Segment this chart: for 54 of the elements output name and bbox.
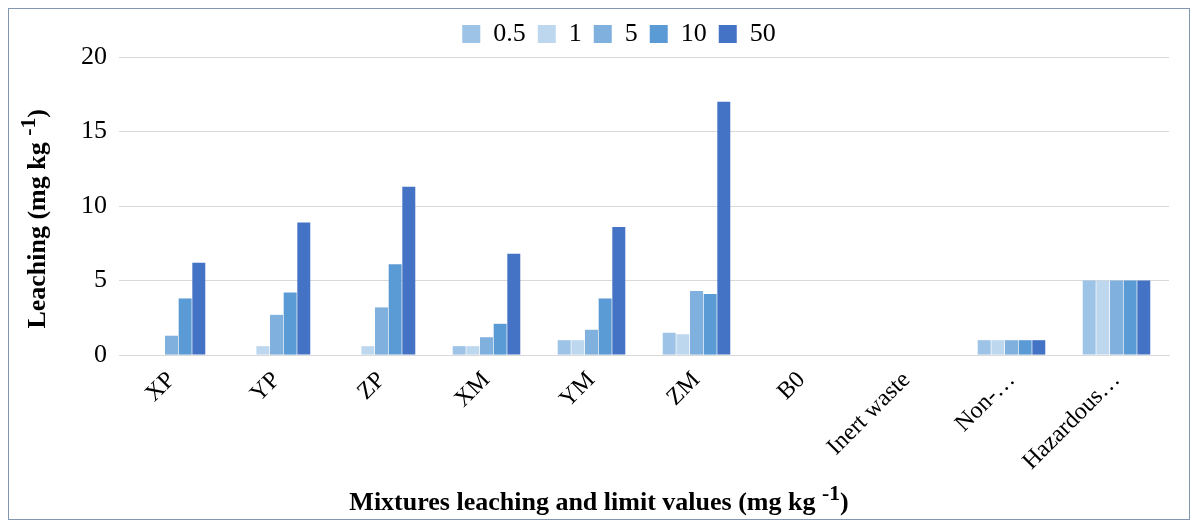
x-tick-label: YP [244, 365, 285, 406]
bar [375, 307, 388, 355]
bar [662, 332, 676, 355]
x-axis-title: Mixtures leaching and limit values (mg kg $^{-1}$) [348, 481, 850, 517]
bar [283, 292, 297, 355]
bar [388, 264, 402, 355]
y-tick-label: 15 [81, 115, 107, 145]
bar [270, 314, 283, 355]
bar [297, 222, 311, 355]
bar [192, 262, 206, 355]
bar [585, 329, 598, 355]
x-tick-label: XP [139, 365, 180, 406]
bar [977, 340, 991, 355]
bar [452, 346, 466, 355]
bar [1110, 280, 1123, 355]
bar [1005, 340, 1018, 355]
x-tick-label: ZM [660, 365, 705, 410]
x-tick-label: XM [448, 365, 495, 412]
y-tick-label: 20 [81, 40, 107, 70]
legend-label: 5 [624, 17, 638, 47]
y-tick-label: 5 [94, 264, 107, 294]
bar [717, 101, 731, 355]
bar [256, 346, 270, 355]
legend-label: 1 [568, 17, 582, 47]
bar [507, 253, 521, 355]
bar [991, 340, 1005, 355]
bar [178, 298, 192, 355]
bar [165, 335, 178, 355]
bar [703, 293, 717, 355]
x-tick-label: ZP [351, 365, 390, 405]
bar [1082, 280, 1096, 355]
bar [1123, 280, 1137, 355]
bar [466, 346, 480, 355]
bar [571, 340, 585, 355]
bar [402, 186, 416, 355]
y-tick-label: 10 [81, 189, 107, 219]
bar [598, 298, 612, 355]
x-tick-label: B0 [771, 365, 810, 405]
bar [361, 346, 375, 355]
bar [493, 323, 507, 355]
y-tick-label: 0 [94, 338, 107, 368]
legend-label: 10 [680, 17, 707, 47]
bar [1096, 280, 1110, 355]
bar [480, 337, 493, 355]
bar [1032, 340, 1046, 355]
legend-label: 0.5 [493, 17, 526, 47]
bar [1137, 280, 1151, 355]
bar [690, 291, 703, 355]
bar [557, 340, 571, 355]
legend-label: 50 [749, 17, 776, 47]
bar [1018, 340, 1032, 355]
bar [612, 226, 626, 355]
bar [676, 334, 690, 355]
x-tick-label: YM [553, 365, 600, 412]
